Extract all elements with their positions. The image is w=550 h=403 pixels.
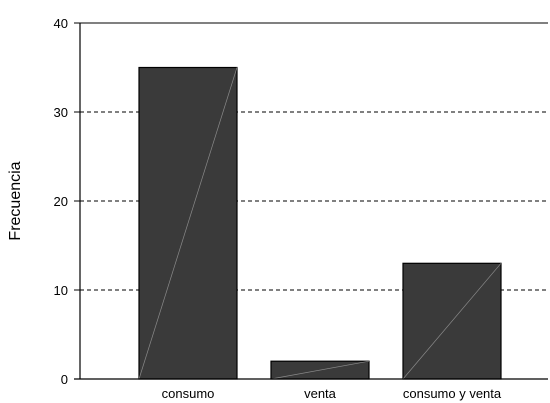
x-category-label-0: consumo (162, 386, 215, 401)
y-tick-label-40: 40 (54, 16, 68, 31)
bar-group-0 (138, 66, 238, 380)
bar-group-2 (402, 262, 502, 380)
y-tick-label-0: 0 (61, 372, 68, 387)
bar-diagonal-1 (270, 360, 370, 380)
y-tick-labels: 0 10 20 30 40 (54, 16, 68, 387)
bar-group-1 (270, 360, 370, 380)
bar-diagonal-0 (138, 67, 238, 380)
bar-diagonal-2 (402, 263, 502, 380)
bars (138, 66, 502, 380)
x-category-labels: consumo venta consumo y venta (162, 386, 502, 401)
axes (74, 23, 548, 380)
y-tick-label-10: 10 (54, 283, 68, 298)
x-category-label-2: consumo y venta (403, 386, 502, 401)
x-category-label-1: venta (304, 386, 337, 401)
y-tick-label-20: 20 (54, 194, 68, 209)
y-axis-title: Frecuencia (7, 161, 24, 240)
y-tick-label-30: 30 (54, 105, 68, 120)
